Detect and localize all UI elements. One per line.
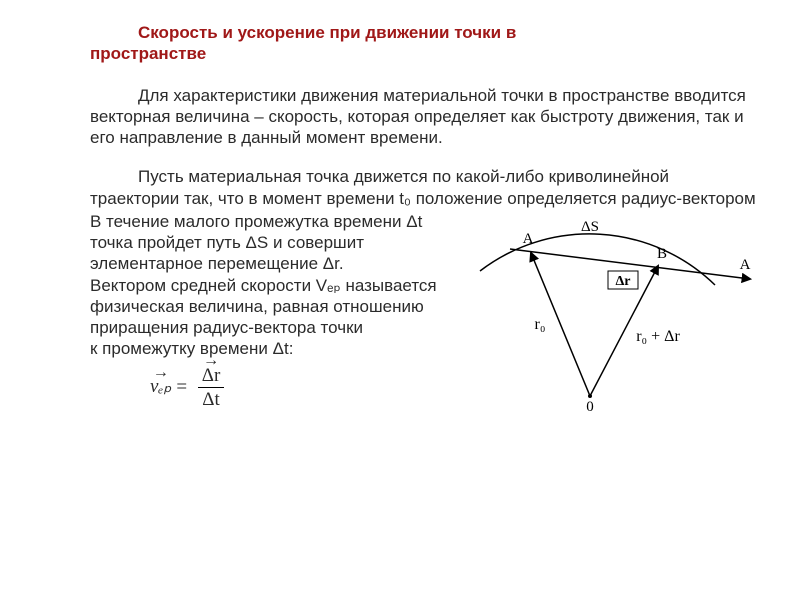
label-B: B (657, 246, 667, 262)
lower-block: В течение малого промежутка времени Δt т… (90, 211, 760, 421)
title-line2: пространстве (90, 44, 206, 63)
section-title: Скорость и ускорение при движении точки … (90, 22, 760, 65)
lower-text: В течение малого промежутка времени Δt т… (90, 211, 440, 412)
label-r0dr: r₀ + Δr (636, 328, 680, 345)
label-dS: ΔS (581, 219, 599, 235)
label-dr: Δr (616, 274, 631, 289)
formula-avg-velocity: vₑₚ = Δr Δt (150, 364, 440, 413)
paragraph-1: Для характеристики движения материальной… (90, 85, 760, 149)
label-A2: A (740, 257, 751, 273)
title-line1: Скорость и ускорение при движении точки … (138, 23, 516, 42)
trajectory-diagram: 0 A B A ΔS r₀ Δr r₀ + Δr (440, 211, 760, 421)
paragraph-2: Пусть материальная точка движется по как… (90, 166, 760, 209)
label-A: A (523, 231, 534, 247)
label-r0: r₀ (535, 316, 546, 333)
label-origin: 0 (586, 399, 594, 415)
